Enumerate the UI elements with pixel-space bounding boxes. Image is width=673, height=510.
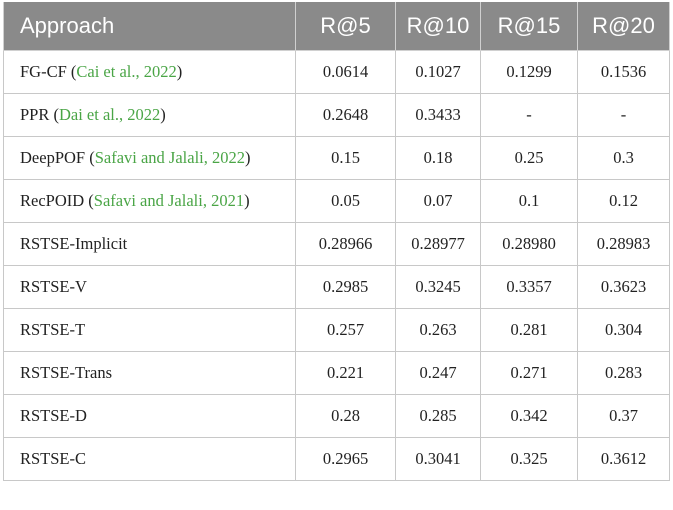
table-row: RSTSE-C 0.2965 0.3041 0.325 0.3612 <box>3 437 670 481</box>
approach-text: ) <box>160 105 166 124</box>
metric-cell: 0.2965 <box>295 437 396 481</box>
metric-cell: 0.1027 <box>395 50 481 94</box>
metric-cell: 0.3 <box>577 136 670 180</box>
approach-cell: RSTSE-Implicit <box>3 222 296 266</box>
metric-cell: 0.342 <box>480 394 578 438</box>
header-row: Approach R@5 R@10 R@15 R@20 <box>3 2 670 51</box>
approach-text: ) <box>176 62 183 81</box>
table-row: FG-CF (Cai et al., 2022) 0.0614 0.1027 0.12… <box>3 50 670 94</box>
metric-cell: 0.3041 <box>395 437 481 481</box>
metric-cell: - <box>577 93 670 137</box>
table-row: RSTSE-D 0.28 0.285 0.342 0.37 <box>3 394 670 438</box>
metric-cell: 0.3357 <box>480 265 578 309</box>
approach-text: ) <box>245 148 251 167</box>
header-cell: R@10 <box>395 2 481 51</box>
approach-text: DeepPOF ( <box>20 148 95 167</box>
metric-cell: 0.283 <box>577 351 670 395</box>
approach-text: RSTSE-T <box>20 320 86 339</box>
metric-cell: 0.247 <box>395 351 481 395</box>
results-table: Approach R@5 R@10 R@15 R@20 FG-CF (Cai et al… <box>3 2 670 481</box>
metric-cell: 0.18 <box>395 136 481 180</box>
metric-cell: 0.05 <box>295 179 396 223</box>
metric-cell: 0.28966 <box>295 222 396 266</box>
table-row: RSTSE-V 0.2985 0.3245 0.3357 0.3623 <box>3 265 670 309</box>
approach-cell: RSTSE-T <box>3 308 296 352</box>
approach-cell: RecPOID (Safavi and Jalali, 2021) <box>3 179 296 223</box>
approach-cell: FG-CF (Cai et al., 2022) <box>3 50 296 94</box>
metric-cell: 0.263 <box>395 308 481 352</box>
citation-link: Safavi and Jalali, 2021 <box>93 191 245 210</box>
metric-cell: 0.325 <box>480 437 578 481</box>
table-row: RSTSE-Trans 0.221 0.247 0.271 0.283 <box>3 351 670 395</box>
metric-cell: 0.12 <box>577 179 670 223</box>
metric-cell: 0.3612 <box>577 437 670 481</box>
table-row: RSTSE-Implicit 0.28966 0.28977 0.28980 0.289… <box>3 222 670 266</box>
approach-cell: PPR (Dai et al., 2022) <box>3 93 296 137</box>
table-row: DeepPOF (Safavi and Jalali, 2022) 0.15 0.1… <box>3 136 670 180</box>
header-cell: R@5 <box>295 2 396 51</box>
header-cell: R@15 <box>480 2 578 51</box>
approach-cell: RSTSE-D <box>3 394 296 438</box>
metric-cell: 0.2985 <box>295 265 396 309</box>
table-row: RSTSE-T 0.257 0.263 0.281 0.304 <box>3 308 670 352</box>
metric-cell: 0.28983 <box>577 222 670 266</box>
metric-cell: 0.15 <box>295 136 396 180</box>
metric-cell: 0.07 <box>395 179 481 223</box>
metric-cell: 0.271 <box>480 351 578 395</box>
approach-text: RSTSE-Trans <box>20 363 112 382</box>
approach-cell: DeepPOF (Safavi and Jalali, 2022) <box>3 136 296 180</box>
approach-text: ) <box>244 191 250 210</box>
metric-cell: 0.285 <box>395 394 481 438</box>
approach-text: PPR ( <box>20 105 59 124</box>
approach-text: RecPOID ( <box>20 191 94 210</box>
metric-cell: 0.28 <box>295 394 396 438</box>
metric-cell: 0.281 <box>480 308 578 352</box>
metric-cell: 0.304 <box>577 308 670 352</box>
approach-text: RSTSE-C <box>20 449 87 468</box>
metric-cell: - <box>480 93 578 137</box>
header-cell: Approach <box>3 2 296 51</box>
metric-cell: 0.3433 <box>395 93 481 137</box>
approach-text: RSTSE-Implicit <box>20 234 128 253</box>
header-cell: R@20 <box>577 2 670 51</box>
approach-text: RSTSE-V <box>20 277 87 296</box>
approach-cell: RSTSE-C <box>3 437 296 481</box>
table-row: PPR (Dai et al., 2022) 0.2648 0.3433- - <box>3 93 670 137</box>
approach-text: RSTSE-D <box>20 406 87 425</box>
metric-cell: 0.28980 <box>480 222 578 266</box>
metric-cell: 0.2648 <box>295 93 396 137</box>
approach-text: FG-CF ( <box>20 62 77 81</box>
metric-cell: 0.37 <box>577 394 670 438</box>
metric-cell: 0.1536 <box>577 50 670 94</box>
table-row: RecPOID (Safavi and Jalali, 2021) 0.05 0.0… <box>3 179 670 223</box>
citation-link: Safavi and Jalali, 2022 <box>94 148 245 167</box>
metric-cell: 0.28977 <box>395 222 481 266</box>
metric-cell: 0.221 <box>295 351 396 395</box>
citation-link: Dai et al., 2022 <box>58 105 161 124</box>
metric-cell: 0.257 <box>295 308 396 352</box>
approach-cell: RSTSE-V <box>3 265 296 309</box>
approach-cell: RSTSE-Trans <box>3 351 296 395</box>
metric-cell: 0.1299 <box>480 50 578 94</box>
table-body: FG-CF (Cai et al., 2022) 0.0614 0.1027 0.12… <box>3 50 670 481</box>
metric-cell: 0.0614 <box>295 50 396 94</box>
metric-cell: 0.1 <box>480 179 578 223</box>
citation-link: Cai et al., 2022 <box>76 62 177 81</box>
metric-cell: 0.25 <box>480 136 578 180</box>
metric-cell: 0.3623 <box>577 265 670 309</box>
metric-cell: 0.3245 <box>395 265 481 309</box>
